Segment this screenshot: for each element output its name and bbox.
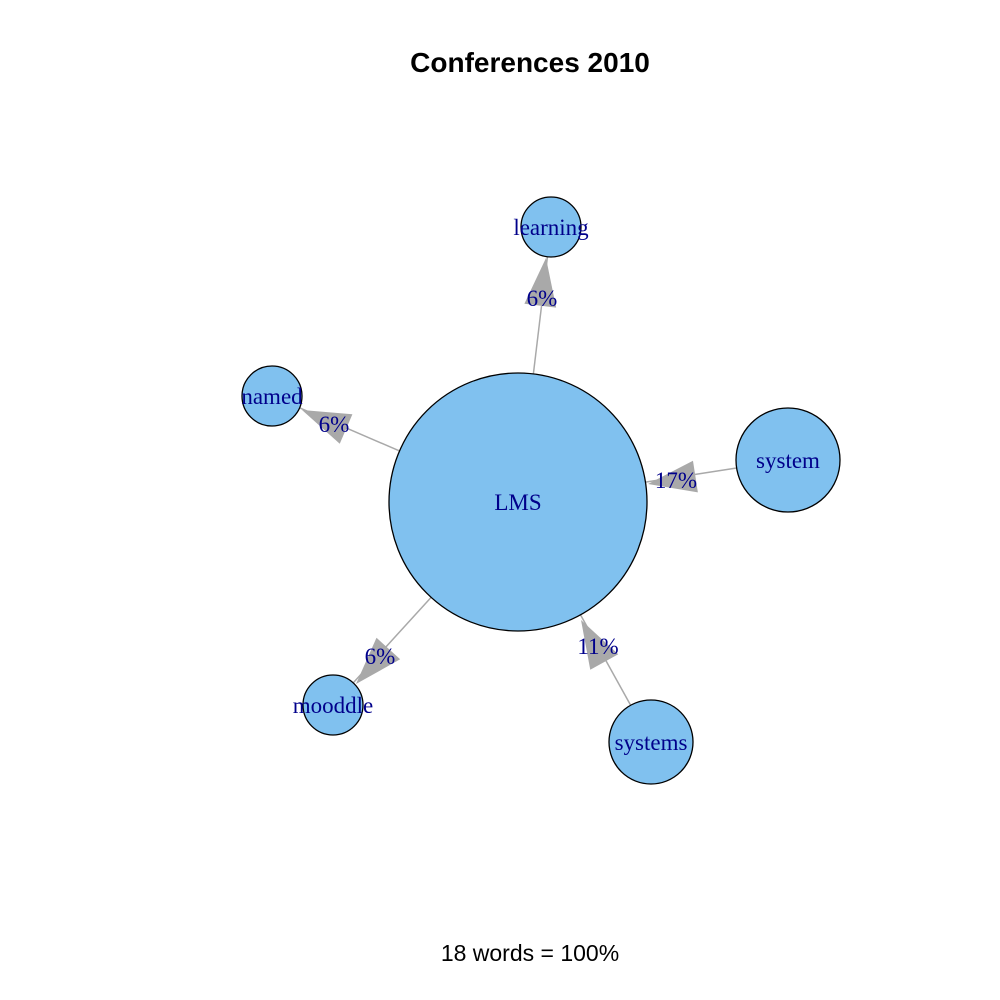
edges-layer [299, 256, 737, 706]
edge-labels-layer: 6% 6% 17% 6% 11% [319, 286, 697, 669]
arrowhead-lms-mooddle [356, 637, 401, 684]
diagram-footer: 18 words = 100% [441, 940, 619, 966]
arrowhead-lms-learning [524, 258, 557, 308]
diagram-title: Conferences 2010 [410, 47, 650, 78]
node-mooddle [302, 674, 364, 736]
arrowhead-lms-named [302, 410, 353, 444]
edge-label-lms-named: 6% [319, 412, 350, 437]
edge-label-systems-lms: 11% [577, 634, 618, 659]
nodes-layer: LMS learning named system mooddle systems [241, 196, 841, 785]
node-label-systems: systems [615, 730, 688, 755]
node-label-lms: LMS [494, 490, 541, 515]
node-label-learning: learning [513, 215, 589, 240]
node-lms [388, 372, 648, 632]
arrowhead-systems-lms [581, 620, 619, 670]
node-label-mooddle: mooddle [293, 693, 374, 718]
node-label-system: system [756, 448, 820, 473]
node-learning [520, 196, 582, 258]
node-named [241, 365, 303, 427]
edge-label-lms-mooddle: 6% [365, 644, 396, 669]
edge-label-system-lms: 17% [655, 468, 697, 493]
edge-label-lms-learning: 6% [527, 286, 558, 311]
node-label-named: named [241, 384, 303, 409]
node-system [735, 407, 841, 513]
arrowhead-system-lms [648, 460, 698, 493]
node-systems [608, 699, 694, 785]
